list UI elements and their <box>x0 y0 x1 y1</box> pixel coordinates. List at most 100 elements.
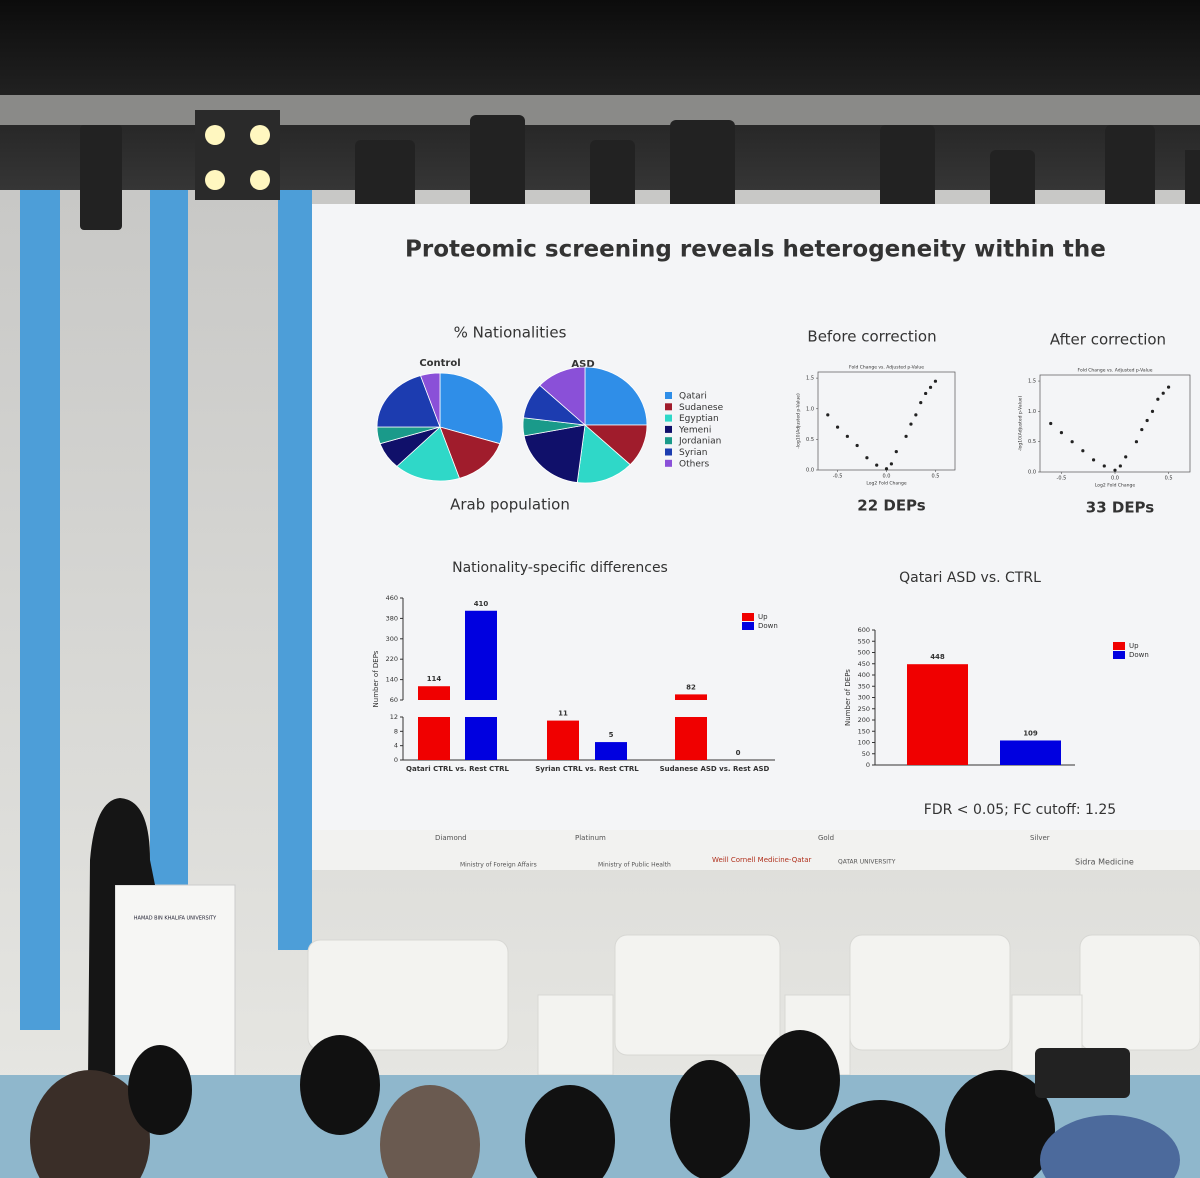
bar <box>675 694 707 700</box>
tier: Gold <box>818 834 834 842</box>
value-label: 5 <box>609 731 614 739</box>
y-tick-label: 1.5 <box>806 376 814 382</box>
point <box>835 425 840 429</box>
y-tick-label: 12 <box>390 713 398 721</box>
legend-swatch <box>665 392 672 399</box>
y-tick-label: 50 <box>862 750 870 758</box>
slide <box>312 204 1200 830</box>
point <box>1091 458 1096 462</box>
legend-label: Up <box>1129 642 1139 650</box>
value-label: 82 <box>686 683 696 691</box>
legend-label: Up <box>758 613 768 621</box>
slide-content: Proteomic screening reveals heterogeneit… <box>372 237 1191 818</box>
value-label: 109 <box>1023 729 1038 737</box>
y-tick-label: 0 <box>394 756 398 764</box>
point <box>845 434 849 438</box>
pillar <box>278 190 312 950</box>
y-tick-label: 1.0 <box>806 406 814 412</box>
point <box>1059 430 1064 435</box>
point <box>919 401 923 405</box>
sponsor: Sidra Medicine <box>1075 858 1134 867</box>
chart-title: After correction <box>1050 331 1166 349</box>
legend-swatch <box>665 448 672 456</box>
x-tick-label: Syrian CTRL vs. Rest CTRL <box>535 765 639 773</box>
y-tick-label: 450 <box>858 660 870 668</box>
legend-swatch <box>742 622 754 630</box>
point <box>1156 397 1160 401</box>
tier: Silver <box>1030 834 1050 842</box>
value-label: 410 <box>474 600 489 608</box>
point <box>928 385 933 389</box>
y-tick-label: 0.5 <box>806 437 814 443</box>
pie-slice <box>376 375 441 428</box>
point <box>1070 440 1074 444</box>
pie-slice <box>576 424 631 484</box>
bar <box>595 742 627 760</box>
bar <box>465 610 497 700</box>
x-axis-label: Arab population <box>450 496 570 514</box>
point <box>1113 468 1117 472</box>
footnote: FDR < 0.05; FC cutoff: 1.25 <box>924 802 1116 818</box>
bar <box>465 717 497 760</box>
value-label: 0 <box>736 749 741 757</box>
point <box>889 462 893 466</box>
sponsor: Ministry of Public Health <box>598 862 671 869</box>
x-tick-label: 0.5 <box>931 474 939 480</box>
annotation: 33 DEPs <box>1086 499 1155 517</box>
value-label: 114 <box>427 675 442 683</box>
point <box>1150 409 1155 413</box>
y-tick-label: 0.5 <box>1028 439 1036 445</box>
y-axis-label: -log10(Adjusted p-Value) <box>1018 396 1024 452</box>
y-tick-label: 100 <box>858 739 870 747</box>
sponsor: Ministry of Foreign Affairs <box>460 862 537 869</box>
point <box>1049 421 1053 426</box>
point <box>1134 440 1139 444</box>
pie-slice <box>439 372 504 445</box>
y-tick-label: 0.0 <box>1028 470 1036 476</box>
y-tick-label: 4 <box>394 742 398 750</box>
sponsors: Diamond Platinum Gold Silver Ministry of… <box>435 834 1134 869</box>
pie-title: Control <box>419 358 460 369</box>
point <box>914 413 918 417</box>
x-tick-label: 0.0 <box>1111 476 1119 482</box>
point <box>1166 385 1171 389</box>
truss <box>0 95 1200 125</box>
pie-slice <box>523 424 586 483</box>
y-tick-label: 380 <box>386 614 398 622</box>
legend-label: Egyptian <box>679 414 719 424</box>
x-tick-label: 0.0 <box>883 474 891 480</box>
y-tick-label: 1.0 <box>1028 409 1036 415</box>
point <box>855 443 859 448</box>
chart-title: Nationality-specific differences <box>452 560 668 576</box>
chart-title: % Nationalities <box>454 324 567 342</box>
x-tick-label: Qatari CTRL vs. Rest CTRL <box>406 765 509 773</box>
point <box>909 422 913 426</box>
y-tick-label: 250 <box>858 705 870 713</box>
y-tick-label: 150 <box>858 727 870 735</box>
point <box>933 379 938 383</box>
x-tick-label: -0.5 <box>833 474 843 480</box>
y-tick-label: 0 <box>866 761 870 769</box>
sponsor: QATAR UNIVERSITY <box>838 859 896 866</box>
audience <box>30 1030 1180 1178</box>
chart-title: Qatari ASD vs. CTRL <box>899 570 1041 586</box>
y-tick-label: 350 <box>858 682 870 690</box>
value-label: 11 <box>558 710 568 718</box>
legend-swatch <box>665 425 672 433</box>
legend-label: Sudanese <box>679 403 724 413</box>
x-tick-label: Sudanese ASD vs. Rest ASD <box>660 765 770 773</box>
plot-subtitle: Fold Change vs. Adjusted p-Value <box>1078 368 1153 374</box>
pie-slice <box>539 366 586 426</box>
pie-slice <box>420 372 441 428</box>
legend-label: Qatari <box>679 392 707 402</box>
y-tick-label: 1.5 <box>1028 379 1036 385</box>
slide-title: Proteomic screening reveals heterogeneit… <box>405 237 1106 263</box>
bar <box>907 664 968 765</box>
y-tick-label: 300 <box>386 635 398 643</box>
pie-slice <box>584 366 648 426</box>
tier: Platinum <box>575 834 606 842</box>
point <box>884 467 889 471</box>
bar <box>675 717 707 760</box>
legend-label: Down <box>1129 651 1149 659</box>
